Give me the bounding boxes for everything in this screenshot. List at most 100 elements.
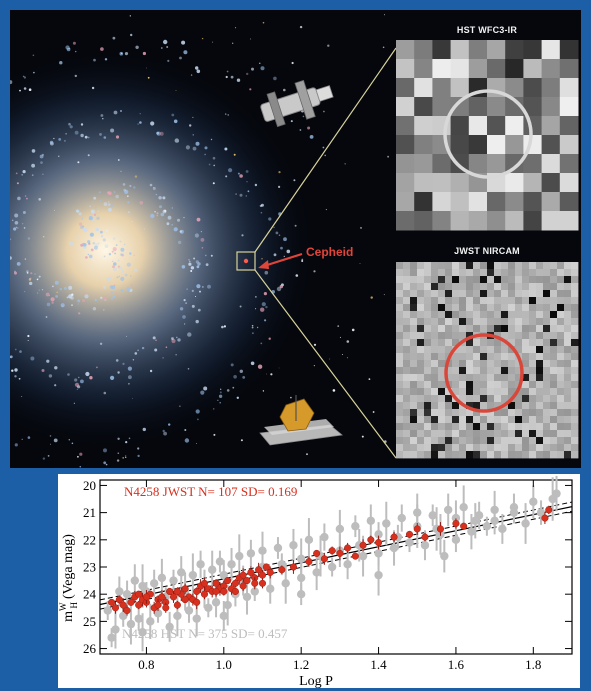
jwst-pixel xyxy=(452,374,460,382)
jwst-pixel xyxy=(557,262,565,270)
star-field xyxy=(11,14,389,462)
jwst-pixel xyxy=(466,402,474,410)
hst-pixel xyxy=(541,40,561,60)
jwst-pixel xyxy=(410,318,418,326)
hst-point xyxy=(235,534,244,578)
arm-star xyxy=(110,297,114,300)
field-star xyxy=(278,185,281,188)
jwst-pixel xyxy=(543,381,551,389)
field-star xyxy=(344,163,346,165)
hst-marker xyxy=(552,489,561,498)
jwst-point xyxy=(169,590,178,603)
jwst-marker xyxy=(212,587,220,596)
arm-star xyxy=(59,287,63,291)
hst-point xyxy=(134,606,143,631)
jwst-pixel xyxy=(396,318,404,326)
jwst-pixel xyxy=(403,423,411,431)
jwst-point xyxy=(115,595,123,604)
jwst-pixel xyxy=(473,430,481,438)
arm-star xyxy=(102,238,106,242)
arm-star xyxy=(103,461,107,465)
hst-point xyxy=(204,598,213,618)
field-star xyxy=(192,116,194,118)
jwst-pixel xyxy=(529,332,537,340)
field-star xyxy=(332,389,336,392)
hst-pixel xyxy=(505,211,524,231)
arm-star xyxy=(41,289,44,291)
y-tick-label: 24 xyxy=(83,587,97,602)
jwst-marker xyxy=(413,525,421,533)
jwst-pixel xyxy=(459,283,467,291)
hst-point xyxy=(428,504,437,527)
field-star xyxy=(144,228,145,230)
jwst-pixel xyxy=(529,262,537,270)
hst-marker xyxy=(459,502,468,512)
jwst-pixel xyxy=(494,304,502,312)
jwst-pixel xyxy=(480,283,488,291)
jwst-marker xyxy=(166,587,174,596)
jwst-pixel xyxy=(473,283,481,291)
jwst-pixel xyxy=(557,325,565,333)
arm-star xyxy=(96,216,100,220)
jwst-pixel xyxy=(438,276,446,284)
jwst-pixel xyxy=(529,297,537,305)
jwst-series xyxy=(108,505,553,616)
hst-pixel xyxy=(468,135,488,155)
arm-star xyxy=(129,252,132,255)
jwst-pixel xyxy=(396,276,404,284)
jwst-point xyxy=(127,598,135,606)
field-star xyxy=(233,153,236,156)
jwst-pixel xyxy=(543,409,551,417)
arm-star xyxy=(68,241,74,246)
arm-star xyxy=(183,50,188,55)
field-star xyxy=(175,90,177,91)
jwst-pixel xyxy=(515,339,523,347)
hst-point xyxy=(188,553,198,597)
jwst-pixel xyxy=(536,430,544,438)
jwst-pixel xyxy=(536,318,544,326)
jwst-pixel xyxy=(438,388,446,396)
jwst-marker xyxy=(154,601,162,609)
jwst-pixel xyxy=(396,395,404,403)
arm-star xyxy=(29,281,33,286)
jwst-pixel xyxy=(417,388,425,396)
jwst-pixel xyxy=(494,318,502,326)
jwst-pixel xyxy=(550,353,558,361)
jwst-pixel xyxy=(557,276,565,284)
arm-star xyxy=(71,442,74,445)
arm-star xyxy=(299,129,302,131)
field-star xyxy=(91,86,95,90)
hst-pixel xyxy=(450,59,470,79)
jwst-pixel xyxy=(515,430,523,438)
hst-point xyxy=(351,515,360,538)
arm-star xyxy=(168,423,171,426)
arm-star xyxy=(38,275,41,278)
jwst-pixel xyxy=(466,262,474,270)
arm-star xyxy=(18,377,21,380)
connector-line-top xyxy=(254,47,397,253)
jwst-pixel xyxy=(543,430,551,438)
jwst-pixel xyxy=(459,290,467,298)
jwst-point xyxy=(231,587,239,596)
arm-star xyxy=(133,254,135,256)
jwst-pixel xyxy=(403,430,411,438)
arm-star xyxy=(110,375,115,380)
jwst-pixel xyxy=(473,339,481,347)
arm-star xyxy=(155,339,157,341)
arm-star xyxy=(68,285,73,290)
jwst-pixel xyxy=(424,409,432,417)
arm-star xyxy=(98,191,101,194)
jwst-pixel xyxy=(536,276,544,284)
jwst-pixel xyxy=(501,332,509,340)
jwst-pixel xyxy=(529,283,537,291)
jwst-pixel xyxy=(536,402,544,410)
jwst-pixel xyxy=(557,339,565,347)
jwst-pixel xyxy=(487,276,495,284)
hst-pixel xyxy=(414,78,433,98)
arm-star xyxy=(90,216,92,218)
jwst-pixel xyxy=(445,402,453,410)
field-star xyxy=(38,198,41,201)
arm-star xyxy=(264,270,269,275)
arm-star xyxy=(78,376,80,379)
jwst-pixel xyxy=(508,388,516,396)
